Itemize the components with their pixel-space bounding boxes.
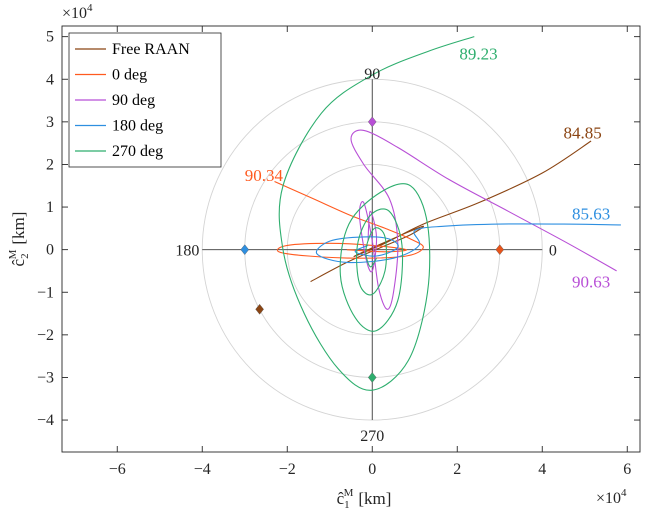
y-axis-label-sup: M [7,249,19,259]
markers-layer [240,116,505,383]
y-axis-label-unit: [km] [9,212,28,245]
x-tick-label: −4 [194,461,211,478]
angle-label: 90 [364,66,380,83]
y-tick-label: 3 [46,114,54,131]
series-0-deg [274,180,424,259]
labels-layer: 0 90 180 270 84.85 90.34 90.63 85.63 89.23 [175,45,610,445]
diamond-marker [367,116,377,128]
x-tick-label: 4 [538,461,546,478]
legend-label: 0 deg [112,67,147,84]
legend-label: 90 deg [112,92,155,109]
exponent-power: 4 [87,2,93,14]
legend-label: Free RAAN [112,41,190,58]
diamond-marker [255,303,264,315]
reference-layer [201,78,543,421]
exponent-base: ×10 [596,490,621,507]
y-axis-label: ĉ2M [km] [7,212,31,267]
angle-label: 0 [549,243,557,260]
y-tick-label: −4 [37,412,54,429]
legend-label: 180 deg [112,118,163,135]
y-axis-label-sub: 2 [19,253,31,259]
exponent-power: 4 [621,487,627,499]
series-end-label: 85.63 [572,204,610,223]
series-270-deg [278,36,475,391]
series-180-deg [315,223,621,264]
diamond-marker [240,244,250,255]
plot-frame [61,25,641,453]
series-end-label: 84.85 [564,124,602,143]
diamond-marker [367,372,377,383]
y-exponent: ×104 [62,2,93,22]
y-tick-label: 2 [46,156,54,173]
series-90-deg [350,129,617,310]
y-tick-label: 5 [46,29,54,46]
y-tick-label: −3 [37,369,54,386]
series-end-label: 90.34 [245,166,284,185]
x-tick-label: 2 [453,461,461,478]
x-axis-label-base: ĉ [337,489,345,508]
ticks-layer: −6 −4 −2 0 2 4 6 −4 −3 −2 −1 0 1 2 3 4 5 [37,26,640,478]
y-axis-label-base: ĉ [9,258,28,266]
series-layer [274,36,621,391]
x-tick-label: 0 [368,461,376,478]
series-end-label: 89.23 [459,45,497,64]
series-end-label: 90.63 [572,273,610,292]
x-axis-label-sup: M [344,487,354,499]
x-tick-label: 6 [623,461,631,478]
diamond-marker [495,244,505,255]
legend: Free RAAN 0 deg 90 deg 180 deg 270 deg [68,32,222,168]
series-free-raan [310,140,592,283]
legend-label: 270 deg [112,143,163,160]
y-tick-label: −1 [37,284,54,301]
y-tick-label: 1 [46,199,54,216]
x-axis-label-sub: 1 [344,499,350,511]
x-tick-label: −2 [279,461,296,478]
y-tick-label: 0 [46,242,54,259]
x-exponent: ×104 [596,487,627,507]
exponent-base: ×10 [62,5,87,22]
x-axis-label-unit: [km] [358,489,391,508]
x-tick-label: −6 [109,461,126,478]
y-tick-label: 4 [46,71,54,88]
x-axis-label: ĉ1M [km] [337,487,392,511]
y-tick-label: −2 [37,327,54,344]
angle-label: 270 [360,428,384,445]
angle-label: 180 [175,243,199,260]
